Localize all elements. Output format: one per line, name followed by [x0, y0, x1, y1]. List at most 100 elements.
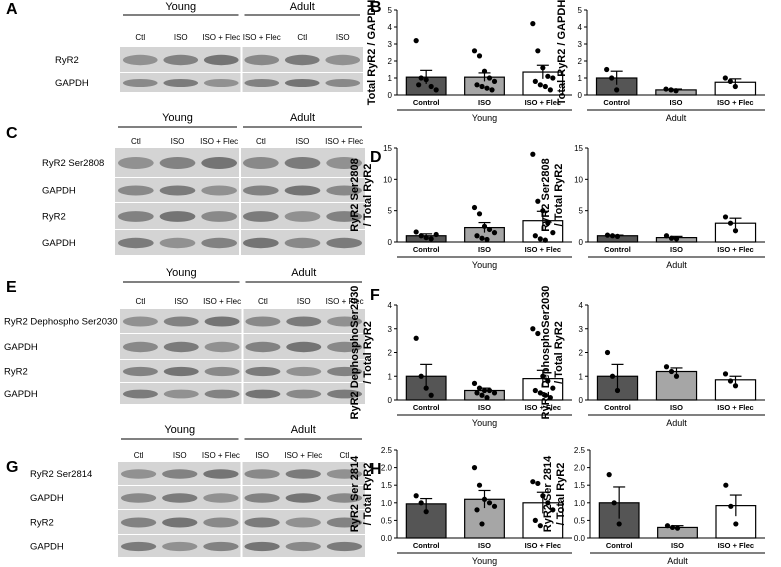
x-tick-label: Control: [603, 98, 630, 107]
data-point: [471, 465, 478, 471]
data-point: [486, 75, 493, 81]
data-point: [474, 507, 480, 513]
data-point: [663, 86, 669, 92]
data-point: [491, 503, 498, 509]
data-point: [727, 78, 733, 84]
y-tick-label: 1.0: [574, 499, 586, 508]
blot-band: [117, 185, 154, 196]
blot-band: [242, 211, 279, 222]
y-tick-label: 0: [579, 396, 584, 405]
y-tick-label: 2.5: [574, 446, 586, 455]
blot-band: [326, 517, 363, 528]
data-point: [481, 496, 488, 502]
blot-band: [162, 469, 198, 479]
data-point: [722, 214, 729, 220]
blot-band: [122, 366, 158, 377]
data-point: [545, 378, 551, 384]
lane-label: Ctl: [133, 451, 144, 460]
data-point: [611, 500, 617, 506]
data-point: [732, 228, 739, 234]
x-tick-label: ISO + Flec: [717, 403, 753, 412]
y-tick-label: 2: [578, 57, 583, 66]
y-tick-label: 3: [388, 40, 393, 49]
blot-band: [201, 157, 238, 169]
data-point: [663, 364, 670, 370]
y-axis-label: RyR2 Ser 2814: [542, 455, 554, 532]
lane-label: Ctl: [297, 33, 308, 42]
data-point: [663, 233, 670, 239]
data-point: [550, 507, 556, 513]
blot-band: [284, 54, 320, 66]
panel-letter: B: [370, 0, 382, 16]
blot-band: [245, 389, 281, 399]
panel-letter: E: [6, 279, 17, 296]
data-point: [540, 493, 546, 499]
blot-band: [285, 469, 321, 479]
x-tick-label: ISO + Flec: [717, 98, 753, 107]
data-point: [723, 482, 729, 488]
y-tick-label: 0.5: [574, 516, 586, 525]
blot-row-label: RyR2 Dephospho Ser2030: [4, 317, 118, 328]
x-tick-label: Control: [413, 245, 440, 254]
y-tick-label: 5: [388, 207, 393, 216]
blot-band: [285, 517, 321, 528]
data-point: [614, 387, 621, 394]
y-tick-label: 4: [578, 23, 583, 32]
blot-band: [159, 185, 196, 196]
blot-band: [245, 316, 281, 327]
y-tick-label: 2.5: [381, 446, 393, 455]
x-tick-label: ISO + Flec: [525, 245, 561, 254]
lane-label: ISO + Flec: [325, 297, 364, 306]
data-point: [418, 233, 424, 239]
y-tick-label: 1.0: [381, 499, 393, 508]
data-point: [728, 503, 734, 509]
lane-label: ISO: [172, 451, 187, 460]
lane-label: ISO: [174, 297, 189, 306]
data-point: [532, 78, 538, 84]
panel-letter: A: [6, 1, 18, 18]
y-axis-label: RyR2 Ser2808: [540, 158, 552, 231]
data-point: [614, 233, 621, 239]
data-point: [727, 378, 734, 384]
group-label: Adult: [667, 556, 688, 566]
y-axis-label: RyR2 Ser2808: [349, 158, 361, 231]
data-point: [732, 383, 739, 389]
blot-band: [204, 316, 240, 327]
data-point: [722, 75, 728, 81]
data-point: [530, 151, 536, 157]
blot-band: [163, 54, 199, 66]
group-label: Adult: [666, 260, 687, 270]
blot-band: [204, 341, 240, 353]
data-point: [727, 220, 734, 226]
data-point: [418, 500, 424, 506]
y-axis-label: RyR2 DephosphoSer2030: [540, 286, 552, 420]
y-tick-label: 2.0: [381, 464, 393, 473]
lane-label: Ctl: [135, 297, 146, 306]
lane-label: ISO + Flec: [325, 137, 364, 146]
data-point: [532, 517, 538, 524]
blot-group-label: Adult: [291, 424, 316, 436]
y-tick-label: 0.0: [381, 534, 393, 543]
data-point: [413, 229, 419, 235]
y-axis-label: Total RyR2 / GAPDH: [366, 0, 378, 105]
data-point: [481, 68, 488, 74]
data-point: [673, 88, 679, 94]
data-point: [491, 390, 498, 396]
data-point: [428, 392, 434, 398]
y-tick-label: 3: [578, 40, 583, 49]
group-label: Adult: [666, 113, 687, 123]
data-point: [550, 75, 556, 81]
panel-letter: D: [370, 149, 382, 166]
data-point: [535, 198, 541, 204]
blot-band: [284, 157, 321, 169]
blot-band: [326, 493, 363, 503]
blot-group-label: Adult: [290, 1, 315, 13]
data-point: [476, 385, 483, 391]
error-bar: [610, 70, 623, 85]
y-tick-label: 2: [579, 349, 584, 358]
x-tick-label: Control: [413, 403, 440, 412]
error-bar: [729, 217, 742, 229]
blot-band: [244, 541, 280, 552]
y-tick-label: 0: [578, 91, 583, 100]
blot-band: [285, 541, 321, 552]
